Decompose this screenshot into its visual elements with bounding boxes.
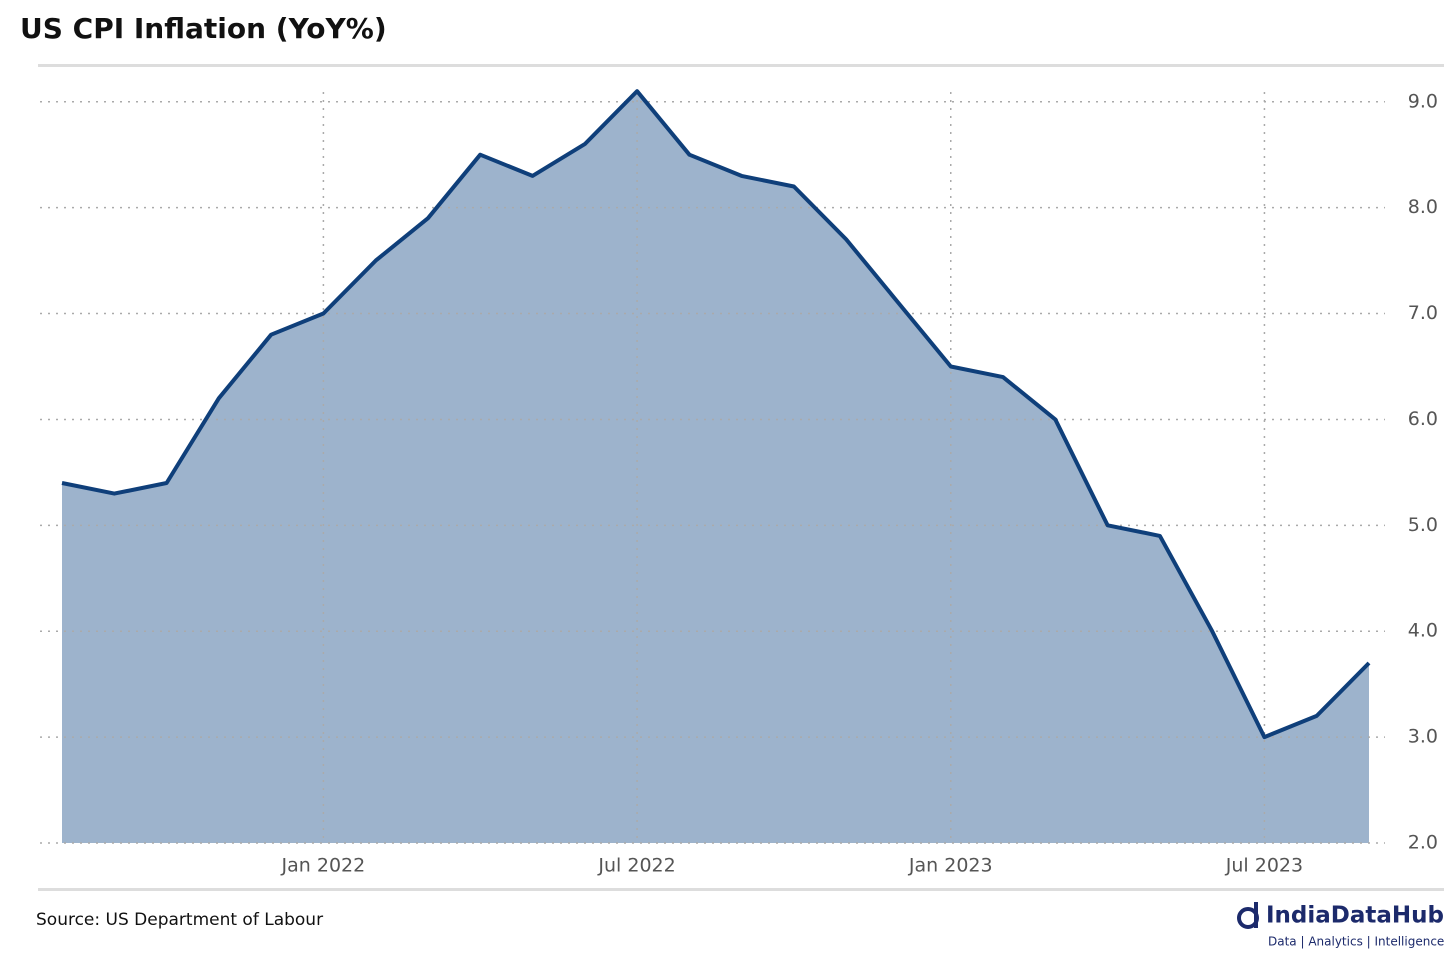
y-tick-label: 2.0 bbox=[1408, 832, 1438, 854]
chart-title: US CPI Inflation (YoY%) bbox=[20, 12, 387, 45]
x-tick-label: Jan 2023 bbox=[908, 855, 993, 877]
x-tick-label: Jul 2023 bbox=[1225, 855, 1303, 877]
y-tick-label: 5.0 bbox=[1408, 514, 1438, 536]
x-tick-label: Jan 2022 bbox=[281, 855, 366, 877]
source-note: Source: US Department of Labour bbox=[36, 910, 323, 930]
y-tick-label: 9.0 bbox=[1408, 90, 1438, 112]
y-tick-label: 7.0 bbox=[1408, 302, 1438, 324]
brand-tagline: Data | Analytics | Intelligence bbox=[1268, 935, 1444, 949]
footer-rule bbox=[38, 888, 1444, 891]
line bbox=[61, 89, 1371, 740]
logo-icon bbox=[1254, 902, 1258, 928]
area bbox=[62, 91, 1369, 843]
x-tick-label: Jul 2022 bbox=[597, 855, 675, 877]
brand-name: IndiaDataHub bbox=[1266, 903, 1444, 929]
y-tick-label: 3.0 bbox=[1408, 726, 1438, 748]
y-tick-label: 4.0 bbox=[1408, 620, 1438, 642]
y-tick-label: 6.0 bbox=[1408, 408, 1438, 430]
header-rule bbox=[38, 64, 1444, 67]
brand-logo: IndiaDataHub Data | Analytics | Intellig… bbox=[1237, 902, 1444, 949]
y-tick-label: 8.0 bbox=[1408, 196, 1438, 218]
